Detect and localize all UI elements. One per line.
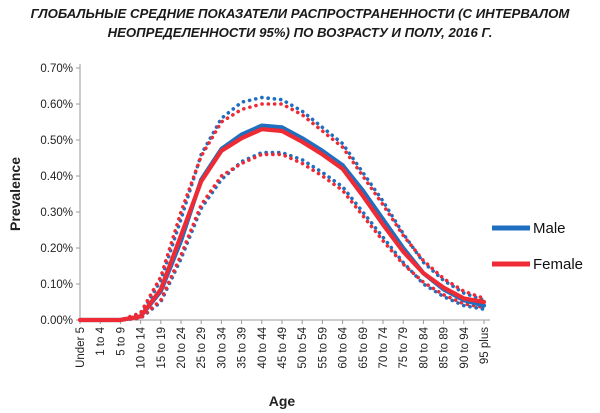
- x-tick-label: 20 to 24: [176, 326, 188, 368]
- female-ci-line-5: [78, 102, 486, 322]
- y-tick-label: 0.50%: [40, 135, 73, 147]
- x-tick-label: 40 to 44: [257, 326, 269, 368]
- chart-axes: 0.00% 0.10% 0.20% 0.30% 0.40% 0.50% 0.60% 0.70%…: [7, 63, 491, 409]
- x-tick-label: 15 to 19: [156, 327, 168, 369]
- y-tick-label: 0.00%: [40, 315, 73, 327]
- male-line: [77, 123, 487, 323]
- female-ci-line-4: [78, 152, 486, 322]
- y-tick-label: 0.70%: [40, 63, 73, 75]
- x-tick-label: 55 to 59: [317, 327, 329, 369]
- x-tick-label: 70 to 74: [378, 326, 390, 368]
- x-tick-label: 30 to 34: [216, 326, 228, 368]
- x-tick-label: 65 to 69: [358, 327, 370, 369]
- male-ci-line-2: [78, 150, 486, 322]
- x-tick-label: 25 to 29: [196, 327, 208, 369]
- chart-title-line-1: ГЛОБАЛЬНЫЕ СРЕДНИЕ ПОКАЗАТЕЛИ РАСПРОСТРА…: [30, 6, 570, 21]
- x-tick-label: 35 to 39: [237, 327, 249, 369]
- x-tick-label: 50 to 54: [297, 326, 309, 368]
- x-axis-title: Age: [269, 393, 296, 409]
- x-tick-label: 60 to 64: [338, 326, 350, 368]
- y-tick-label: 0.60%: [40, 99, 73, 111]
- x-tick-label: Under 5: [75, 327, 87, 368]
- x-tick-label: 90 to 94: [459, 326, 471, 368]
- male-ci-line-3: [78, 95, 486, 322]
- y-tick-label: 0.10%: [40, 279, 73, 291]
- x-tick-label: 75 to 79: [398, 327, 410, 369]
- y-tick-label: 0.30%: [40, 207, 73, 219]
- x-tick-label: 85 to 89: [439, 327, 451, 369]
- x-tick-label: 80 to 84: [418, 326, 430, 368]
- chart-title: ГЛОБАЛЬНЫЕ СРЕДНИЕ ПОКАЗАТЕЛИ РАСПРОСТРА…: [0, 4, 600, 42]
- x-tick-label: 10 to 14: [136, 326, 148, 368]
- x-tick-label: 45 to 49: [277, 327, 289, 369]
- chart-legend: Male Female: [492, 220, 583, 273]
- legend-male-label: Male: [533, 220, 566, 237]
- x-tick-label: 95 plus: [479, 327, 491, 364]
- y-axis-title: Prevalence: [7, 157, 23, 231]
- x-tick-label: 5 to 9: [115, 327, 127, 356]
- chart-title-line-2: НЕОПРЕДЕЛЕННОСТИ 95%) ПО ВОЗРАСТУ И ПОЛУ…: [107, 25, 493, 40]
- legend-female-label: Female: [533, 256, 583, 273]
- x-tick-label: 1 to 4: [95, 326, 107, 355]
- series-lines: [77, 95, 487, 323]
- y-tick-label: 0.20%: [40, 243, 73, 255]
- female-line: [77, 127, 487, 323]
- y-tick-label: 0.40%: [40, 171, 73, 183]
